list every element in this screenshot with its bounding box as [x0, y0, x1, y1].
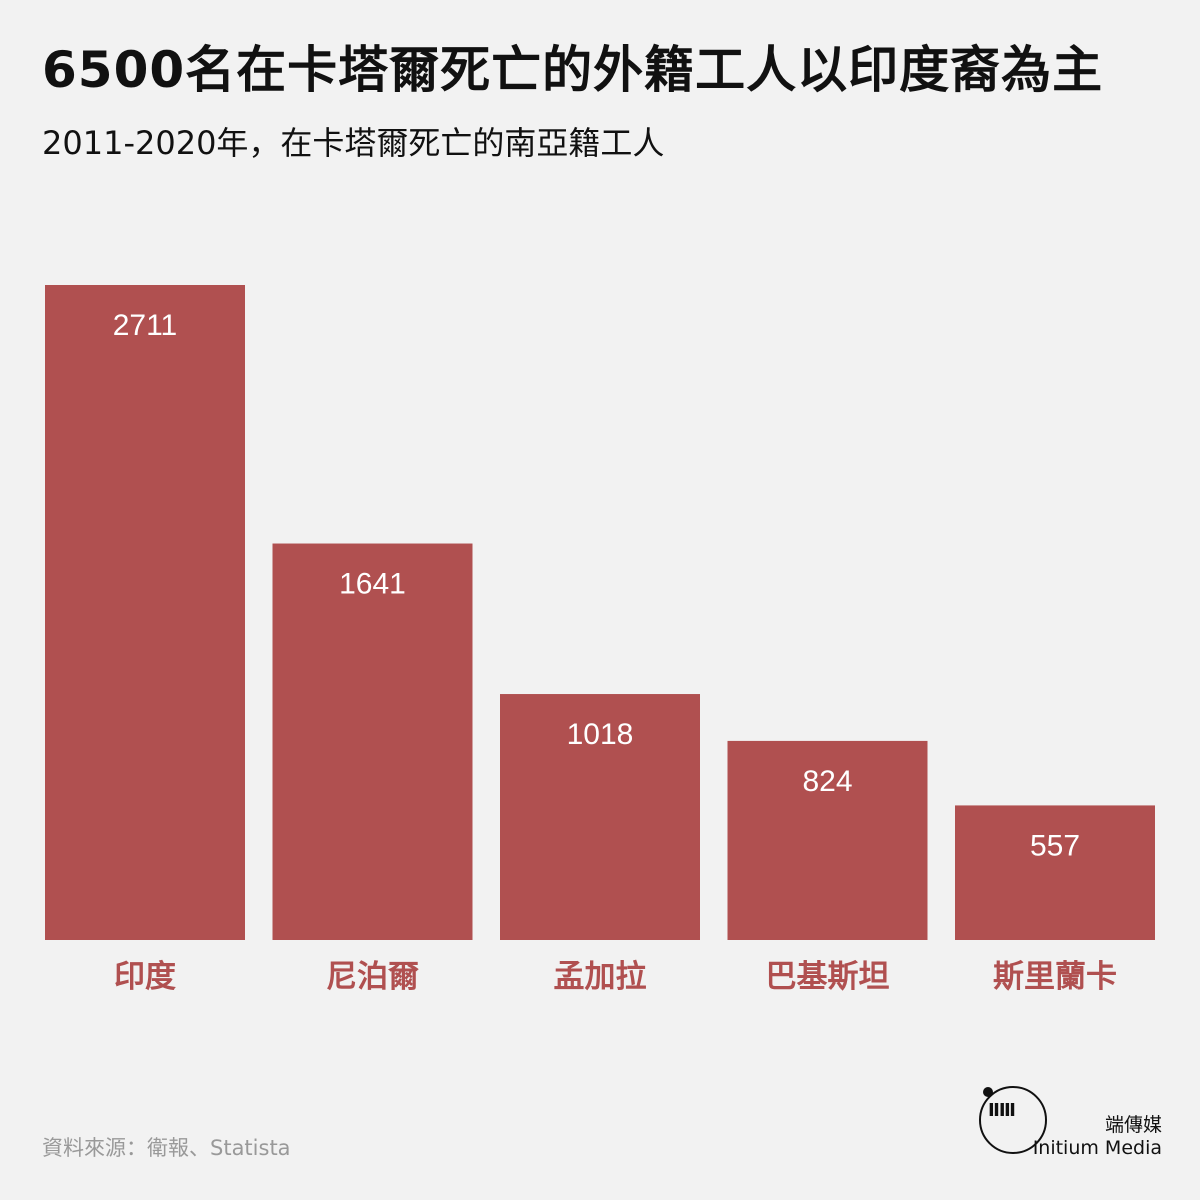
logo-mark: ⅡⅢ — [988, 1100, 1016, 1121]
bar-4 — [727, 740, 928, 940]
logo-dot-icon — [983, 1087, 993, 1097]
bar-value-label: 557 — [1030, 829, 1080, 862]
bar-chart: 2711 印度 1641 尼泊爾 1018 孟加拉 824 巴基斯坦 557 斯里蘭卡 — [45, 285, 1155, 995]
source-note: 資料來源：衛報、Statista — [42, 1136, 291, 1160]
category-label: 斯里蘭卡 — [993, 959, 1117, 995]
bar-value-label: 824 — [802, 765, 852, 798]
category-label: 巴基斯坦 — [766, 959, 890, 995]
bar-5 — [955, 805, 1155, 940]
chart-subtitle: 2011-2020年，在卡塔爾死亡的南亞籍工人 — [42, 124, 665, 162]
initium-logo-icon — [979, 1086, 1047, 1154]
bar-3 — [500, 694, 700, 940]
bar-value-label: 1641 — [339, 568, 406, 601]
bar-value-label: 1018 — [567, 718, 634, 751]
category-label: 印度 — [114, 959, 176, 995]
bar-2 — [272, 543, 473, 940]
brand-name-english: Initium Media — [1032, 1137, 1162, 1159]
category-label: 尼泊爾 — [326, 959, 419, 995]
bar-1 — [45, 285, 245, 940]
chart-title: 6500名在卡塔爾死亡的外籍工人以印度裔為主 — [42, 41, 1104, 99]
bar-value-label: 2711 — [113, 309, 178, 342]
brand-name-chinese: 端傳媒 — [1104, 1114, 1162, 1136]
category-label: 孟加拉 — [554, 959, 647, 995]
